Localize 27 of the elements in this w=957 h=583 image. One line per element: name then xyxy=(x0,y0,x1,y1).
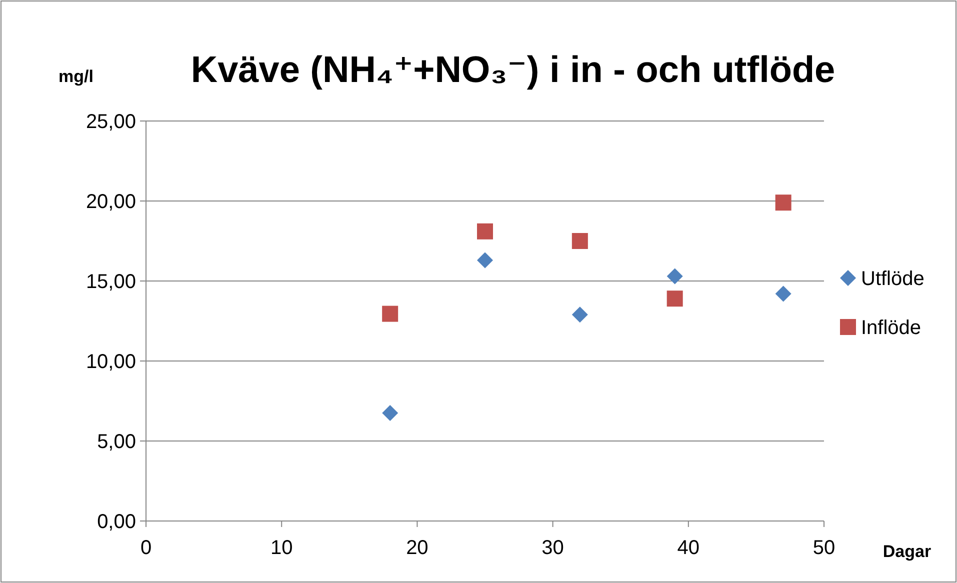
point xyxy=(666,290,683,307)
x-axis-title: Dagar xyxy=(882,542,932,561)
legend-label: Inflöde xyxy=(861,317,922,339)
point xyxy=(666,268,683,284)
chart-title: Kväve (NH₄⁺+NO₃⁻) i in - och utflöde xyxy=(190,49,836,90)
point xyxy=(382,405,398,421)
x-tick-label: 20 xyxy=(406,537,428,559)
y-tick-label: 0,00 xyxy=(97,511,136,533)
x-tick-label: 40 xyxy=(677,537,700,559)
x-tick-label: 10 xyxy=(270,537,293,559)
point xyxy=(775,194,792,211)
y-tick-label: 20,00 xyxy=(86,191,136,213)
y-tick-label: 25,00 xyxy=(86,111,136,133)
x-tick-label: 0 xyxy=(140,537,152,559)
point xyxy=(775,286,792,302)
point xyxy=(572,306,588,323)
y-tick-label: 5,00 xyxy=(97,431,136,453)
point xyxy=(572,233,588,249)
legend-label: Utflöde xyxy=(861,268,924,290)
y-tick-label: 15,00 xyxy=(86,271,136,293)
y-axis-title: mg/l xyxy=(58,67,94,86)
x-tick-label: 30 xyxy=(542,537,564,559)
y-tick-label: 10,00 xyxy=(86,351,136,373)
point xyxy=(477,223,493,240)
point xyxy=(477,252,493,268)
x-tick-label: 50 xyxy=(812,537,836,559)
point xyxy=(382,306,398,322)
